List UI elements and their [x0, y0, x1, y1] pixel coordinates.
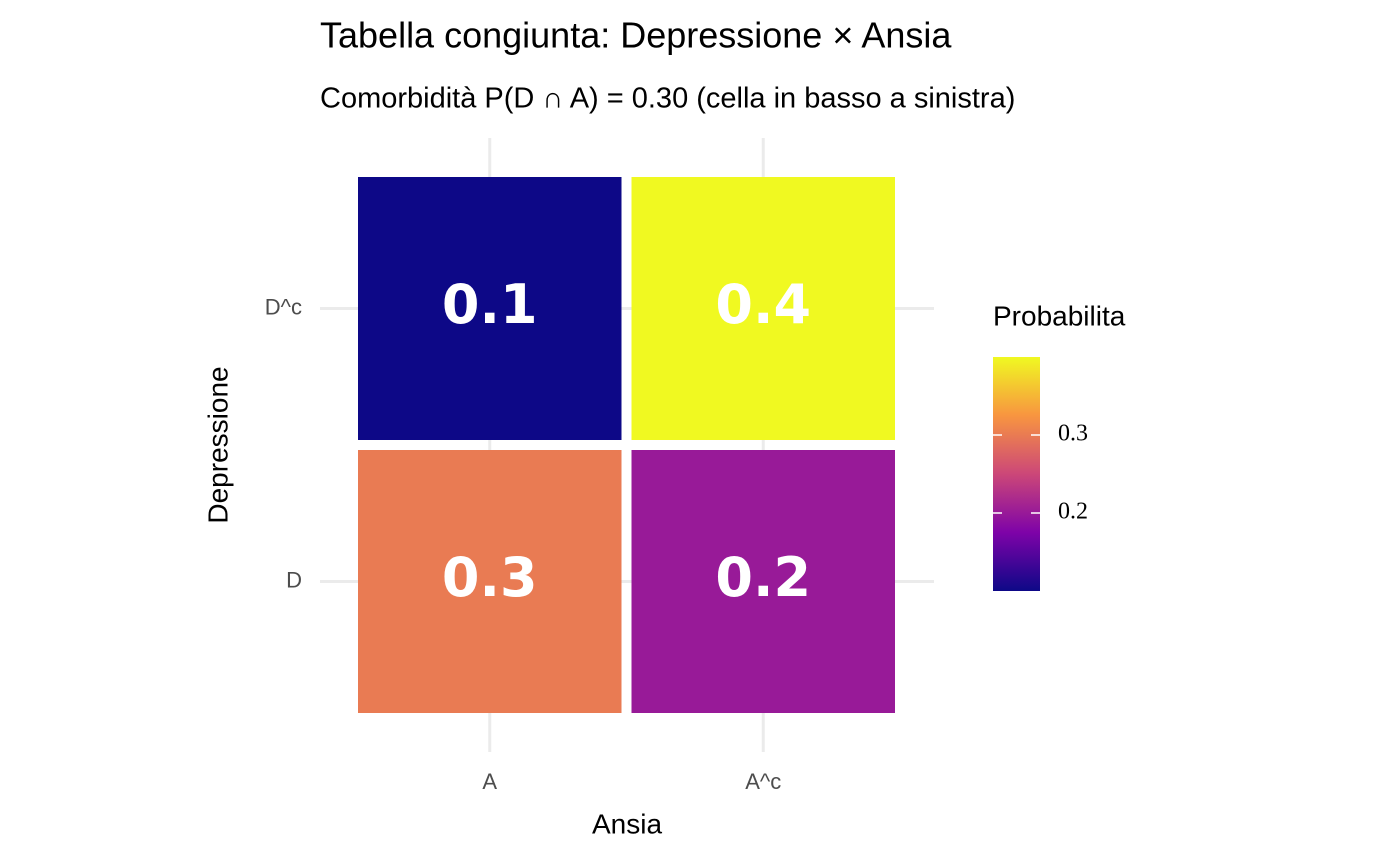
cell-value-label: 0.2 [715, 546, 811, 609]
cell-value-label: 0.3 [442, 546, 538, 609]
chart-subtitle: Comorbidità P(D ∩ A) = 0.30 (cella in ba… [320, 83, 1015, 115]
colorbar-tick-label: 0.2 [1058, 499, 1088, 525]
x-tick-label: A^c [745, 769, 781, 794]
legend-title: Probabilita [993, 300, 1126, 331]
heatmap-cell [631, 450, 895, 713]
chart-title: Tabella congiunta: Depressione × Ansia [320, 15, 952, 56]
cell-value-label: 0.1 [442, 273, 538, 336]
y-axis-title: Depressione [202, 366, 233, 523]
x-axis-title: Ansia [592, 808, 662, 839]
heatmap-cell [631, 177, 895, 440]
y-tick-label: D^c [265, 294, 302, 319]
colorbar-tick-label: 0.3 [1058, 421, 1088, 447]
heatmap-cell [358, 177, 622, 440]
x-tick-label: A [482, 769, 497, 794]
y-tick-label: D [286, 567, 302, 592]
cell-value-label: 0.4 [715, 273, 811, 336]
colorbar [993, 357, 1040, 591]
heatmap-cell [358, 450, 622, 713]
